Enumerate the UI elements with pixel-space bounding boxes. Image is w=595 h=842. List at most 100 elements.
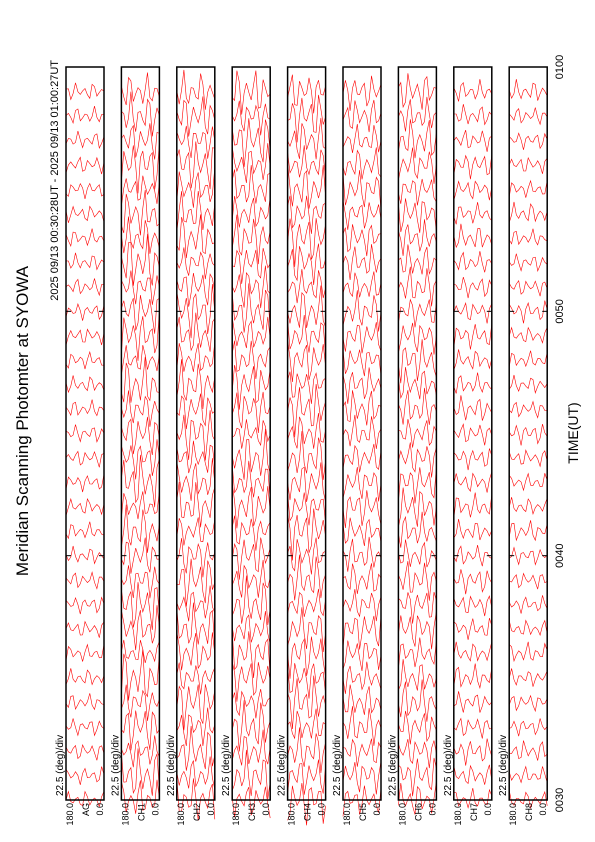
scan-trace xyxy=(342,589,382,622)
scan-trace xyxy=(398,710,437,745)
scan-trace xyxy=(342,466,382,502)
scan-trace xyxy=(231,340,271,380)
scan-trace xyxy=(65,252,105,271)
scan-trace xyxy=(398,322,437,355)
scan-trace xyxy=(398,487,437,528)
scan-trace xyxy=(287,492,326,526)
channel-label: CH6 xyxy=(413,803,423,821)
scan-trace xyxy=(176,662,216,695)
scan-trace xyxy=(231,786,271,819)
scan-trace xyxy=(342,563,382,594)
scan-trace xyxy=(342,536,382,572)
scan-trace xyxy=(176,410,216,461)
scan-trace xyxy=(453,787,493,809)
scan-trace xyxy=(231,559,271,598)
scan-trace xyxy=(231,482,271,529)
scan-trace xyxy=(65,278,105,297)
x-tick-label: 0050 xyxy=(554,299,566,323)
scan-trace xyxy=(176,272,216,307)
channel-label: CH3 xyxy=(247,803,257,821)
scan-trace xyxy=(508,279,548,297)
scale-label: 22.5 (deg)/div xyxy=(387,735,398,796)
y-tick-label: 180.0 xyxy=(508,803,518,826)
scan-trace xyxy=(121,735,160,768)
scan-trace xyxy=(508,520,548,542)
scan-trace xyxy=(453,180,493,201)
scan-trace xyxy=(121,390,160,427)
panel-frame xyxy=(120,66,161,801)
scan-trace xyxy=(342,124,382,153)
scan-trace xyxy=(176,342,216,372)
scan-trace xyxy=(398,73,437,110)
scan-trace xyxy=(176,359,216,410)
scan-trace xyxy=(287,243,326,286)
scan-trace xyxy=(231,537,271,580)
scan-trace xyxy=(65,693,105,711)
scan-trace xyxy=(176,558,216,607)
scan-trace xyxy=(453,202,493,225)
scan-trace xyxy=(121,416,160,456)
scan-trace xyxy=(231,283,271,333)
scan-trace xyxy=(231,661,271,702)
panel-frame xyxy=(453,66,493,801)
scan-trace xyxy=(398,339,437,384)
scale-label: 22.5 (deg)/div xyxy=(277,735,288,796)
scan-trace xyxy=(509,546,548,566)
scan-trace xyxy=(453,223,493,249)
scan-trace xyxy=(509,740,548,761)
channel-label: CH1 xyxy=(136,803,146,821)
scan-trace xyxy=(287,218,326,267)
scan-trace xyxy=(231,265,271,309)
y-tick-label: 0.0 xyxy=(427,803,437,816)
y-tick-label: 0.0 xyxy=(261,803,271,816)
scan-trace xyxy=(121,582,160,630)
scan-trace xyxy=(398,198,437,233)
scan-trace xyxy=(287,431,326,480)
scale-label: 22.5 (deg)/div xyxy=(498,735,509,796)
scan-trace xyxy=(398,466,437,504)
scan-trace xyxy=(508,765,548,784)
scan-trace xyxy=(121,295,160,334)
scan-trace xyxy=(342,75,382,111)
scan-trace xyxy=(453,519,493,541)
scan-trace xyxy=(287,636,326,679)
scan-trace xyxy=(453,349,493,371)
scan-trace xyxy=(508,668,548,687)
scan-trace xyxy=(342,200,382,230)
scan-trace xyxy=(453,323,493,350)
scan-trace xyxy=(287,554,326,601)
scan-trace xyxy=(508,424,548,446)
scan-trace xyxy=(508,694,548,713)
scan-trace xyxy=(176,631,216,671)
scan-trace xyxy=(121,356,160,403)
scan-trace xyxy=(453,663,493,690)
scan-trace xyxy=(121,310,160,361)
scan-trace xyxy=(176,96,216,137)
scan-trace xyxy=(231,118,271,168)
scan-trace xyxy=(121,345,160,375)
scan-trace xyxy=(342,738,382,767)
scan-trace xyxy=(453,277,493,299)
x-tick-label: 0040 xyxy=(554,543,566,567)
scan-trace xyxy=(453,79,493,102)
scan-trace xyxy=(398,96,437,132)
scan-trace xyxy=(287,537,326,575)
y-tick-label: 0.0 xyxy=(483,803,493,816)
scan-trace xyxy=(453,448,493,471)
scan-trace xyxy=(342,517,382,547)
scan-trace xyxy=(342,367,382,404)
scan-trace xyxy=(121,748,160,796)
scan-trace xyxy=(121,684,160,721)
scan-trace xyxy=(508,472,548,492)
channel-label: CH7 xyxy=(469,803,479,821)
scan-trace xyxy=(287,708,326,740)
scan-trace xyxy=(508,374,548,394)
scan-trace xyxy=(398,419,437,448)
scan-trace xyxy=(508,449,548,468)
scan-trace xyxy=(342,490,382,529)
scan-trace xyxy=(508,497,548,515)
scan-trace xyxy=(453,372,493,394)
scan-trace xyxy=(287,371,326,404)
scan-trace xyxy=(121,233,160,286)
scan-trace xyxy=(231,195,271,228)
